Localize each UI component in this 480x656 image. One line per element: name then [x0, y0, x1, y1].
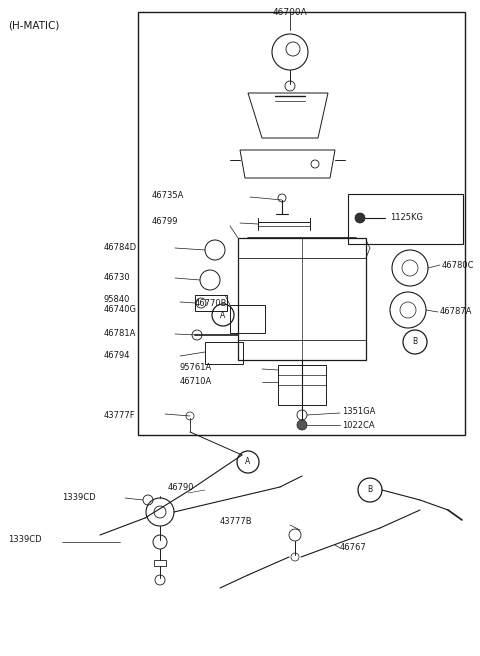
Text: (H-MATIC): (H-MATIC) — [8, 20, 60, 30]
Text: 46794: 46794 — [104, 350, 131, 359]
Bar — [195, 295, 227, 311]
Text: B: B — [412, 337, 418, 346]
Text: A: A — [245, 457, 251, 466]
Text: 46770B: 46770B — [195, 300, 228, 308]
Text: 46767: 46767 — [340, 544, 367, 552]
Text: 95761A: 95761A — [180, 363, 212, 373]
Text: 46710A: 46710A — [180, 377, 212, 386]
Text: 46735A: 46735A — [152, 192, 184, 201]
Text: 43777F: 43777F — [104, 411, 136, 419]
Text: 1125KG: 1125KG — [390, 213, 423, 222]
Text: 46799: 46799 — [152, 218, 179, 226]
Text: 1339CD: 1339CD — [8, 535, 42, 544]
Text: 43777B: 43777B — [220, 518, 252, 527]
Bar — [138, 12, 465, 435]
Text: B: B — [367, 485, 372, 495]
Bar — [348, 194, 463, 244]
Text: 46740G: 46740G — [104, 306, 137, 314]
Bar — [230, 305, 265, 333]
Text: A: A — [220, 312, 226, 321]
Text: 1022CA: 1022CA — [342, 420, 374, 430]
Text: 46730: 46730 — [104, 274, 131, 283]
Text: 46700A: 46700A — [273, 8, 307, 17]
Text: 46787A: 46787A — [440, 308, 472, 316]
Text: 1339CD: 1339CD — [62, 493, 96, 502]
Text: 46784D: 46784D — [104, 243, 137, 251]
Text: 1351GA: 1351GA — [342, 407, 375, 417]
Circle shape — [297, 420, 307, 430]
Bar — [205, 342, 243, 364]
Text: 95840: 95840 — [104, 295, 131, 304]
Text: 46790: 46790 — [168, 483, 194, 493]
Text: 46781A: 46781A — [104, 329, 136, 338]
Text: 46780C: 46780C — [442, 260, 475, 270]
Circle shape — [355, 213, 365, 223]
Bar — [238, 238, 366, 360]
Bar — [278, 365, 326, 405]
Bar — [154, 560, 166, 566]
